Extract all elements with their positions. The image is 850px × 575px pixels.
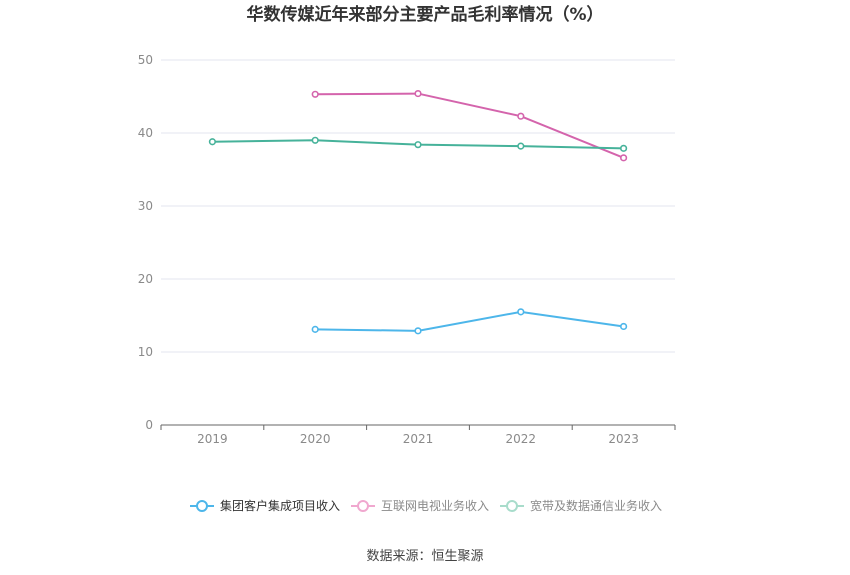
x-tick-label: 2019: [197, 432, 228, 446]
x-tick-label: 2021: [403, 432, 434, 446]
series-2: [311, 89, 628, 162]
data-point[interactable]: [414, 327, 422, 335]
x-tick-label: 2023: [608, 432, 639, 446]
data-point[interactable]: [414, 89, 422, 98]
legend-item[interactable]: 宽带及数据通信业务收入: [500, 498, 662, 513]
legend-label: 集团客户集成项目收入: [220, 498, 340, 513]
x-tick-label: 2022: [506, 432, 537, 446]
x-axis: 2019 2020 2021 2022 2023: [160, 424, 676, 446]
y-tick-label: 30: [138, 199, 153, 213]
y-tick-label: 20: [138, 272, 153, 286]
data-point[interactable]: [619, 154, 628, 162]
legend-item[interactable]: 集团客户集成项目收入: [190, 498, 340, 513]
series-group: [208, 89, 628, 335]
legend-label: 互联网电视业务收入: [381, 498, 489, 513]
series-3: [208, 136, 628, 152]
y-tick-label: 0: [145, 418, 153, 432]
data-point[interactable]: [311, 136, 319, 144]
data-point[interactable]: [311, 325, 319, 333]
source-note: 数据来源：恒生聚源: [366, 549, 483, 564]
data-point[interactable]: [208, 138, 216, 146]
x-tick-label: 2020: [300, 432, 331, 446]
legend-item[interactable]: 互联网电视业务收入: [351, 498, 489, 513]
data-point[interactable]: [517, 142, 525, 150]
y-tick-label: 10: [138, 345, 153, 359]
y-tick-label: 50: [138, 53, 153, 67]
legend-circle-marker: [506, 500, 518, 512]
y-axis: 0 10 20 30 40 50: [138, 53, 153, 432]
chart-title: 华数传媒近年来部分主要产品毛利率情况（%）: [246, 4, 603, 25]
data-point[interactable]: [619, 322, 628, 331]
series-line: [315, 310, 624, 332]
data-point[interactable]: [517, 308, 525, 316]
series-1: [311, 308, 628, 335]
legend[interactable]: 集团客户集成项目收入 互联网电视业务收入 宽带及数据通信业务收入: [190, 498, 662, 513]
data-point[interactable]: [414, 141, 422, 149]
legend-label: 宽带及数据通信业务收入: [530, 498, 662, 513]
series-line: [315, 92, 624, 159]
data-point[interactable]: [311, 90, 319, 98]
data-point[interactable]: [619, 144, 628, 152]
legend-circle-marker: [196, 500, 208, 512]
y-tick-label: 40: [138, 126, 153, 140]
legend-circle-marker: [357, 500, 369, 512]
grid: [161, 59, 675, 353]
data-point[interactable]: [517, 112, 525, 120]
